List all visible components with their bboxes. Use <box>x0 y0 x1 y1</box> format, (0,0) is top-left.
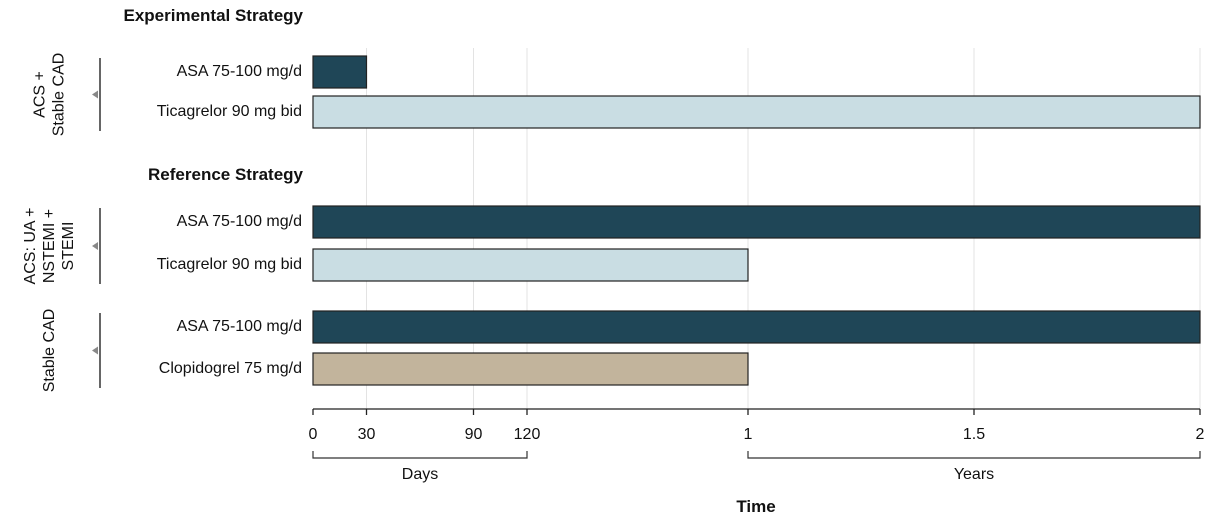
unit-bracket <box>747 451 1201 459</box>
group-arrow-icon <box>92 346 98 355</box>
bar <box>312 352 749 386</box>
group-label: Stable CAD <box>51 53 68 137</box>
bar <box>312 248 749 282</box>
group-label: STEMI <box>60 222 77 271</box>
bar-labels: Experimental Strategy ASA 75-100 mg/d Tica… <box>123 6 303 377</box>
unit-label: Days <box>402 466 438 483</box>
bar <box>312 55 368 89</box>
group-label: Stable CAD <box>41 309 58 393</box>
bar-label: Ticagrelor 90 mg bid <box>157 103 302 120</box>
bar-label: ASA 75-100 mg/d <box>177 318 302 335</box>
tick-label: 1.5 <box>963 426 985 443</box>
group-arrow-icon <box>92 242 98 250</box>
tick-label: 120 <box>514 426 541 443</box>
group-arrow-icon <box>92 90 98 99</box>
bar <box>312 310 1201 344</box>
section-heading: Experimental Strategy <box>123 6 303 25</box>
unit-label: Years <box>954 466 994 483</box>
tick-label: 2 <box>1196 426 1205 443</box>
x-axis: 0 30 90 120 1 1.5 2 Days Years Time <box>309 408 1205 516</box>
section-heading: Reference Strategy <box>148 165 304 184</box>
bar-label: Ticagrelor 90 mg bid <box>157 256 302 273</box>
tick-label: 90 <box>465 426 483 443</box>
unit-bracket <box>312 451 528 459</box>
bars <box>312 55 1201 386</box>
tick-label: 1 <box>744 426 753 443</box>
group-label: ACS: UA + <box>22 208 39 285</box>
group-label: NSTEMI + <box>41 209 58 283</box>
x-axis-title: Time <box>736 497 775 516</box>
bar <box>312 205 1201 239</box>
bar-label: ASA 75-100 mg/d <box>177 213 302 230</box>
tick-label: 0 <box>309 426 318 443</box>
bar-label: Clopidogrel 75 mg/d <box>159 360 302 377</box>
bar-label: ASA 75-100 mg/d <box>177 63 302 80</box>
tick-label: 30 <box>358 426 376 443</box>
group-label: ACS + <box>32 71 49 118</box>
bar <box>312 95 1201 129</box>
